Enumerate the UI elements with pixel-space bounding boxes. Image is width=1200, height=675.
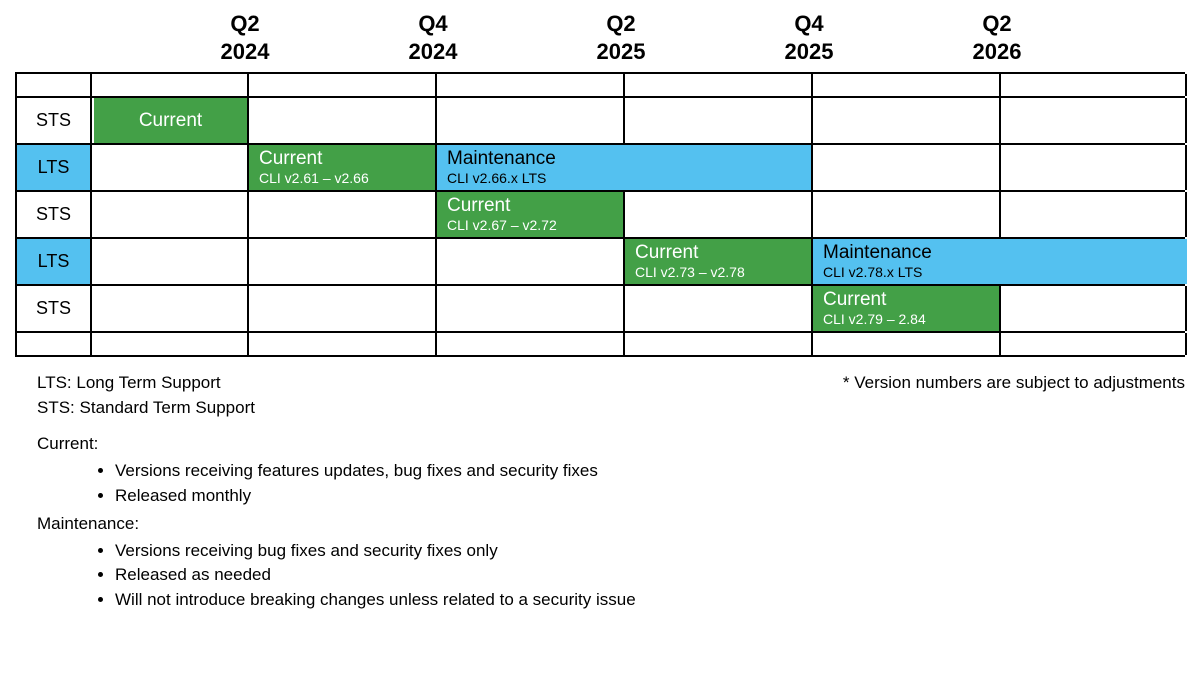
timeline-header: Q22026: [947, 10, 1047, 65]
current-bar: Current CLI v2.61 – v2.66: [249, 145, 435, 190]
bar-title: Current: [635, 243, 805, 263]
legend-current-title: Current:: [37, 432, 1185, 457]
legend-item: Released as needed: [115, 563, 1185, 588]
legend-item: Versions receiving bug fixes and securit…: [115, 539, 1185, 564]
bar-title: Current: [259, 149, 429, 169]
legend-terms: LTS: Long Term Support STS: Standard Ter…: [37, 371, 255, 420]
timeline-row: LTS Current CLI v2.61 – v2.66 Maintenance CL…: [17, 145, 1185, 192]
legend-item: Released monthly: [115, 484, 1185, 509]
current-bar: Current CLI v2.67 – v2.72: [437, 192, 623, 237]
timeline-header: Q42024: [383, 10, 483, 65]
bar-subtitle: CLI v2.79 – 2.84: [823, 312, 993, 327]
current-bar: Current: [94, 98, 247, 143]
bar-subtitle: CLI v2.66.x LTS: [447, 171, 805, 186]
legend-current: Current: Versions receiving features upd…: [37, 432, 1185, 508]
row-label: STS: [17, 286, 92, 331]
bar-subtitle: CLI v2.78.x LTS: [823, 265, 1181, 280]
timeline-spacer-row: [17, 333, 1185, 357]
maintenance-bar: Maintenance CLI v2.66.x LTS: [437, 145, 811, 190]
timeline-row: LTS Current CLI v2.73 – v2.78 Maintenance CL…: [17, 239, 1185, 286]
release-timeline-chart: Q22024Q42024Q22025Q42025Q22026 STSCurren…: [15, 10, 1185, 357]
row-label: STS: [17, 192, 92, 237]
lts-definition: LTS: Long Term Support: [37, 371, 255, 396]
bar-title: Maintenance: [447, 149, 805, 169]
sts-definition: STS: Standard Term Support: [37, 396, 255, 421]
current-bar: Current CLI v2.79 – 2.84: [813, 286, 999, 331]
maintenance-bar: Maintenance CLI v2.78.x LTS: [813, 239, 1187, 284]
bar-title: Maintenance: [823, 243, 1181, 263]
timeline-row: STS Current CLI v2.79 – 2.84: [17, 286, 1185, 333]
timeline-spacer-row: [17, 74, 1185, 98]
legend-item: Will not introduce breaking changes unle…: [115, 588, 1185, 613]
row-label: LTS: [17, 145, 92, 190]
legend-item: Versions receiving features updates, bug…: [115, 459, 1185, 484]
timeline-header: Q42025: [759, 10, 859, 65]
current-bar: Current CLI v2.73 – v2.78: [625, 239, 811, 284]
bar-subtitle: CLI v2.73 – v2.78: [635, 265, 805, 280]
timeline-headers: Q22024 Q42024 Q22025 Q42025 Q22026: [15, 10, 1185, 72]
legend-area: LTS: Long Term Support STS: Standard Ter…: [15, 371, 1185, 613]
bar-title: Current: [823, 290, 993, 310]
bar-title: Current: [447, 196, 617, 216]
timeline-grid: STSCurrentLTSCurrentCLI v2.61 – v2.66Mai…: [15, 72, 1185, 357]
bar-title: Current: [94, 111, 247, 131]
row-label: [17, 333, 92, 355]
legend-maintenance-title: Maintenance:: [37, 512, 1185, 537]
timeline-row: STSCurrent: [17, 98, 1185, 145]
legend-maintenance: Maintenance: Versions receiving bug fixe…: [37, 512, 1185, 613]
timeline-row: STS Current CLI v2.67 – v2.72: [17, 192, 1185, 239]
row-label: [17, 74, 92, 96]
row-label: LTS: [17, 239, 92, 284]
bar-subtitle: CLI v2.67 – v2.72: [447, 218, 617, 233]
row-label: STS: [17, 98, 92, 143]
footnote: * Version numbers are subject to adjustm…: [843, 371, 1185, 396]
bar-subtitle: CLI v2.61 – v2.66: [259, 171, 429, 186]
timeline-header: Q22025: [571, 10, 671, 65]
timeline-header: Q22024: [195, 10, 295, 65]
